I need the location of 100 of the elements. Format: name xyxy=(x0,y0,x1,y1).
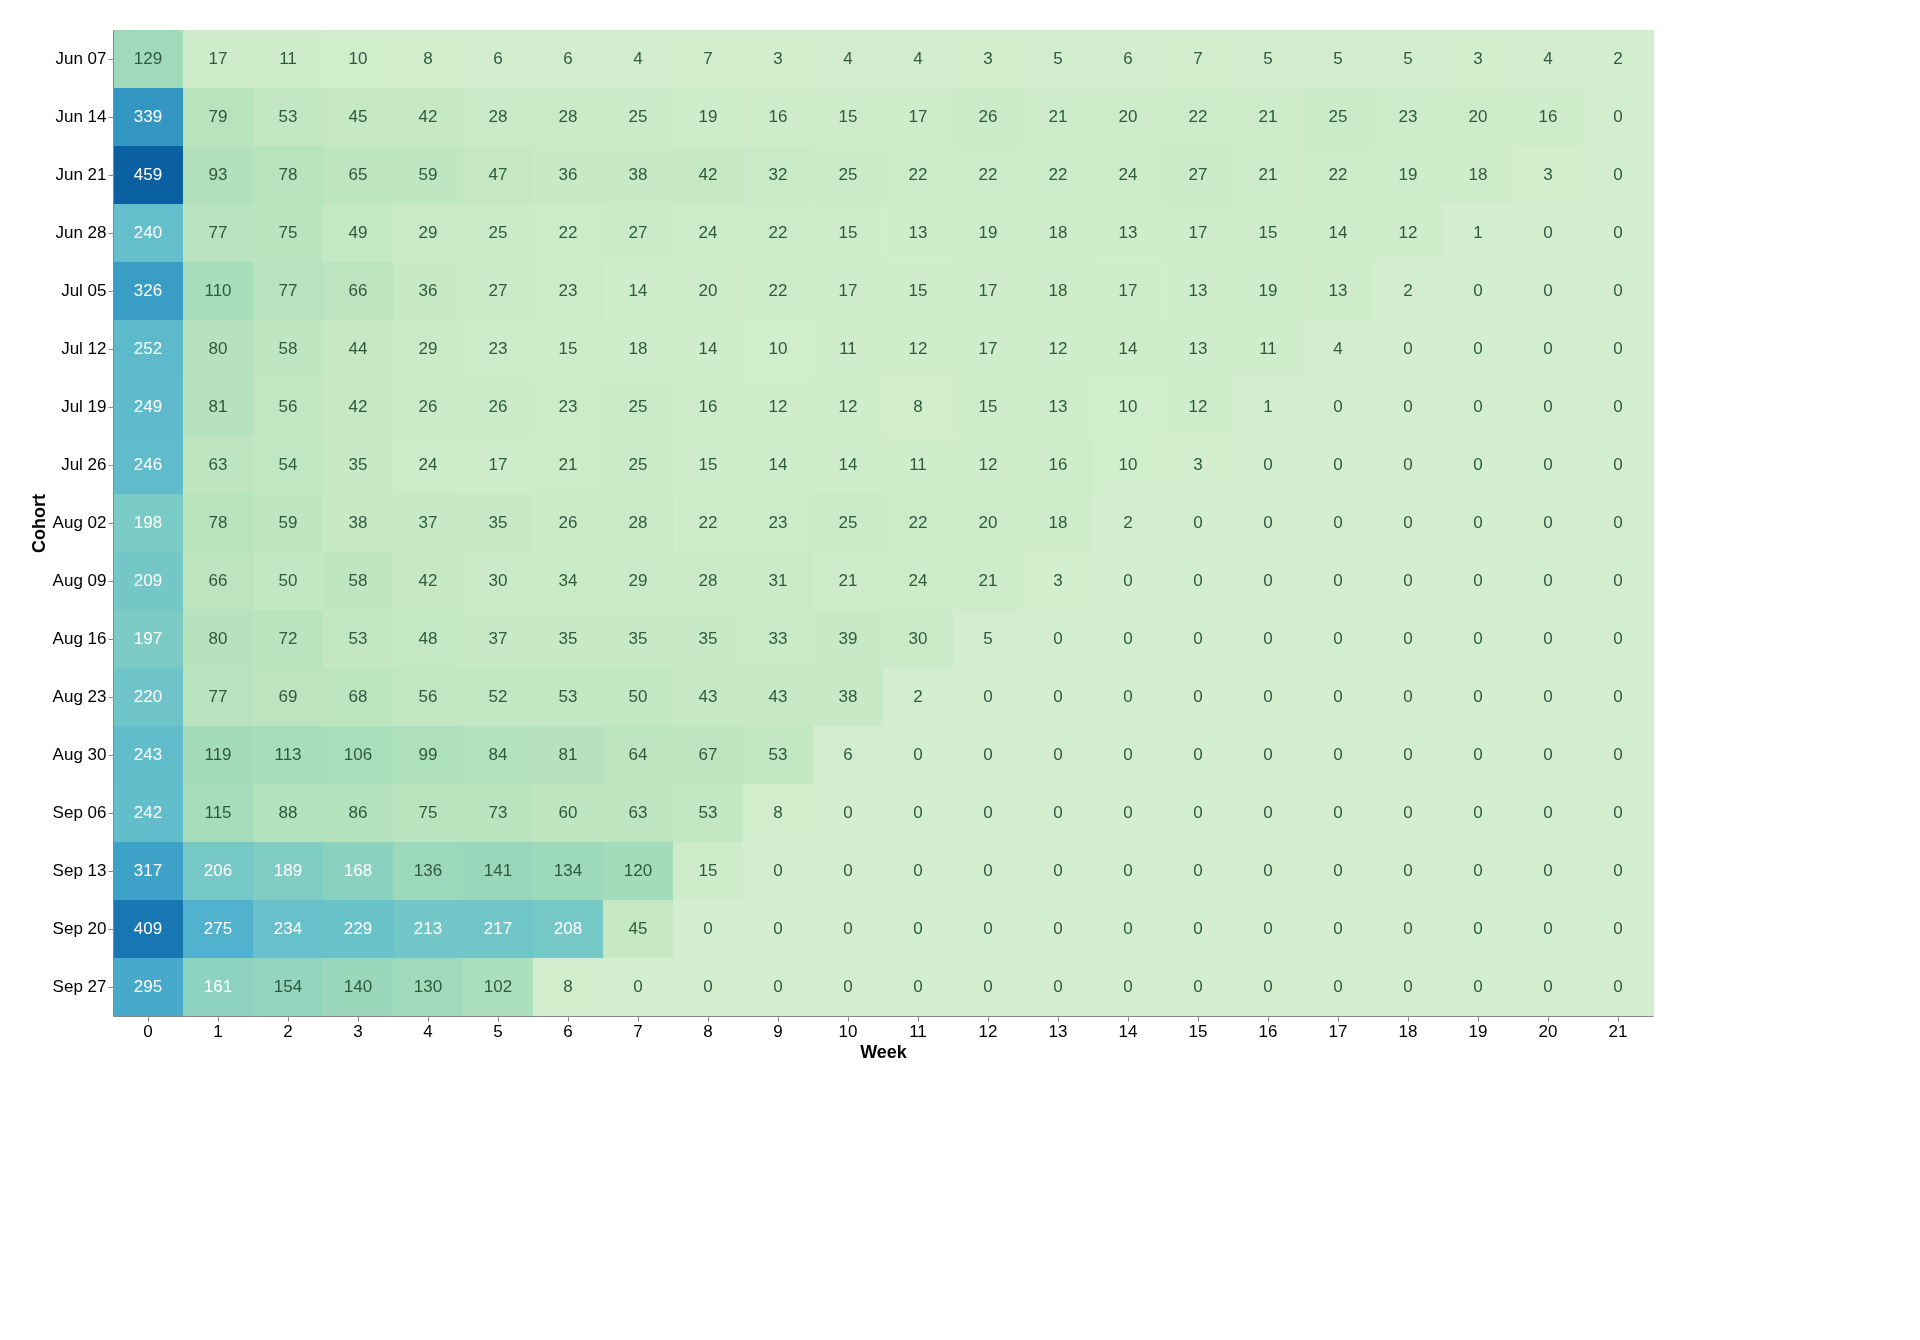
data-label: 0 xyxy=(1403,571,1413,590)
data-label: 459 xyxy=(133,165,163,184)
data-label: 0 xyxy=(1193,803,1203,822)
data-label: 0 xyxy=(1613,745,1623,764)
data-label: 0 xyxy=(1543,745,1553,764)
x-tick-label: 19 xyxy=(1468,1021,1488,1041)
data-label: 58 xyxy=(278,339,298,358)
data-label: 29 xyxy=(418,223,438,242)
data-label: 0 xyxy=(913,919,923,938)
data-label: 0 xyxy=(1543,513,1553,532)
x-tick-label: 12 xyxy=(978,1021,998,1041)
data-label: 21 xyxy=(978,571,998,590)
data-label: 63 xyxy=(628,803,648,822)
y-tick-label: Jul 12 xyxy=(61,339,107,358)
data-label: 0 xyxy=(1403,629,1413,648)
data-label: 4 xyxy=(1543,49,1553,68)
data-label: 52 xyxy=(488,687,508,706)
x-tick-label: 5 xyxy=(493,1021,503,1041)
data-label: 0 xyxy=(983,745,993,764)
data-label: 25 xyxy=(628,107,648,126)
data-label: 78 xyxy=(208,513,228,532)
data-label: 19 xyxy=(1258,281,1278,300)
data-label: 15 xyxy=(698,861,718,880)
data-label: 22 xyxy=(768,223,788,242)
data-label: 39 xyxy=(838,629,858,648)
data-label: 4 xyxy=(913,49,923,68)
data-label: 0 xyxy=(1193,919,1203,938)
data-label: 17 xyxy=(1188,223,1208,242)
data-label: 136 xyxy=(413,861,443,880)
data-label: 28 xyxy=(628,513,648,532)
data-label: 21 xyxy=(1048,107,1068,126)
data-label: 0 xyxy=(1473,803,1483,822)
data-label: 102 xyxy=(483,977,513,996)
data-label: 0 xyxy=(1613,223,1623,242)
data-label: 81 xyxy=(208,397,228,416)
data-label: 0 xyxy=(773,919,783,938)
data-label: 34 xyxy=(558,571,578,590)
data-label: 0 xyxy=(703,977,713,996)
data-label: 86 xyxy=(348,803,368,822)
data-label: 60 xyxy=(558,803,578,822)
data-label: 0 xyxy=(1123,687,1133,706)
data-label: 0 xyxy=(1053,745,1063,764)
y-tick-label: Jul 26 xyxy=(61,455,107,474)
data-label: 42 xyxy=(348,397,368,416)
data-label: 0 xyxy=(1403,397,1413,416)
data-label: 0 xyxy=(703,919,713,938)
data-label: 0 xyxy=(1263,861,1273,880)
data-label: 0 xyxy=(1263,629,1273,648)
data-label: 0 xyxy=(1543,223,1553,242)
data-label: 36 xyxy=(558,165,578,184)
data-label: 0 xyxy=(983,977,993,996)
data-label: 0 xyxy=(1613,571,1623,590)
y-axis-title: Cohort xyxy=(28,494,49,553)
data-label: 48 xyxy=(418,629,438,648)
data-label: 24 xyxy=(698,223,718,242)
data-label: 13 xyxy=(1188,281,1208,300)
data-label: 1 xyxy=(1263,397,1273,416)
data-label: 0 xyxy=(1613,919,1623,938)
data-label: 140 xyxy=(343,977,373,996)
data-label: 18 xyxy=(1048,223,1068,242)
data-label: 0 xyxy=(843,977,853,996)
data-label: 0 xyxy=(1123,861,1133,880)
data-label: 3 xyxy=(1053,571,1063,590)
data-label: 35 xyxy=(628,629,648,648)
data-label: 0 xyxy=(1613,629,1623,648)
y-tick-label: Sep 20 xyxy=(52,919,107,938)
data-label: 22 xyxy=(768,281,788,300)
data-label: 0 xyxy=(1613,861,1623,880)
x-tick-label: 9 xyxy=(773,1021,783,1041)
data-label: 11 xyxy=(279,49,297,68)
data-label: 0 xyxy=(1543,397,1553,416)
x-tick-label: 8 xyxy=(703,1021,713,1041)
data-label: 35 xyxy=(488,513,508,532)
data-label: 0 xyxy=(1613,803,1623,822)
data-label: 29 xyxy=(628,571,648,590)
data-label: 0 xyxy=(773,977,783,996)
data-label: 22 xyxy=(908,165,928,184)
data-label: 25 xyxy=(838,513,858,532)
data-label: 67 xyxy=(698,745,718,764)
data-label: 25 xyxy=(1328,107,1348,126)
data-label: 209 xyxy=(133,571,163,590)
data-label: 0 xyxy=(1333,977,1343,996)
data-label: 129 xyxy=(133,49,163,68)
data-label: 252 xyxy=(133,339,163,358)
data-label: 6 xyxy=(843,745,853,764)
data-label: 246 xyxy=(133,455,163,474)
data-label: 14 xyxy=(1118,339,1138,358)
data-label: 50 xyxy=(628,687,648,706)
data-label: 0 xyxy=(913,745,923,764)
data-label: 43 xyxy=(698,687,718,706)
data-label: 6 xyxy=(563,49,573,68)
data-label: 0 xyxy=(1543,455,1553,474)
data-label: 26 xyxy=(488,397,508,416)
data-label: 2 xyxy=(1403,281,1413,300)
data-label: 75 xyxy=(278,223,298,242)
data-label: 0 xyxy=(1613,339,1623,358)
data-label: 12 xyxy=(1048,339,1068,358)
data-label: 23 xyxy=(768,513,788,532)
data-label: 0 xyxy=(1403,861,1413,880)
data-label: 229 xyxy=(343,919,373,938)
